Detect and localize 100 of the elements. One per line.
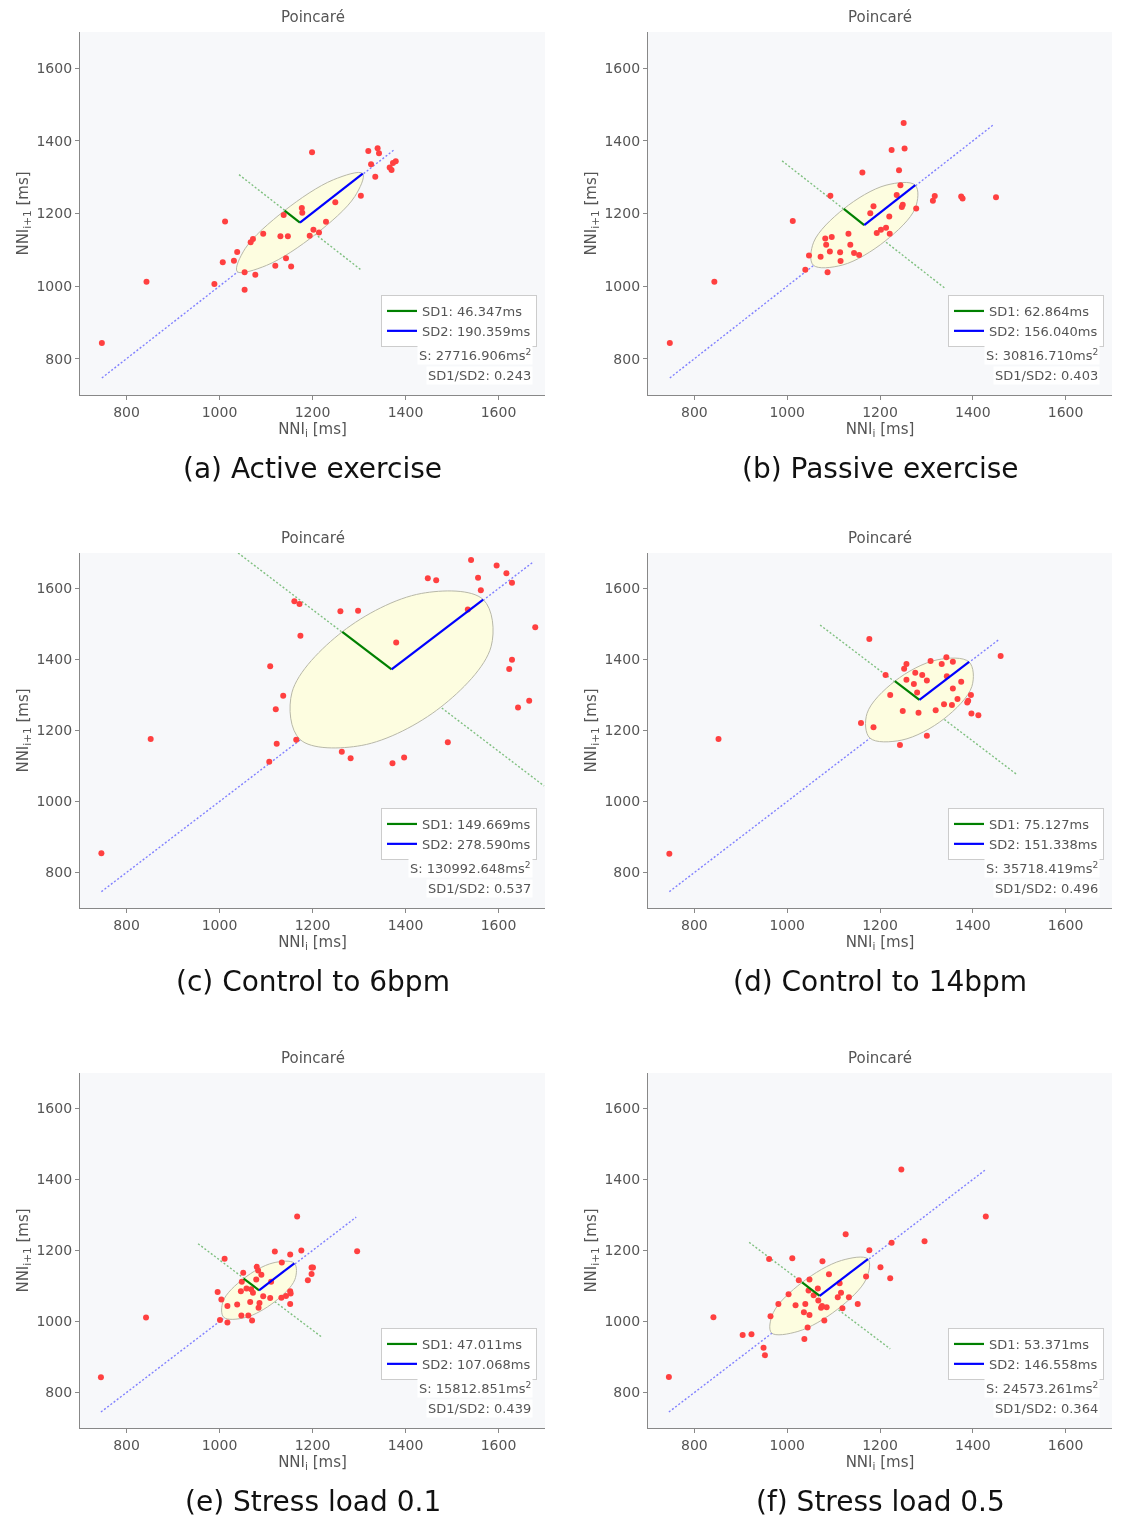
y-tick-label: 800 <box>613 1384 641 1401</box>
legend-label: SD2: 151.338ms <box>989 836 1098 852</box>
y-tick-label: 1000 <box>36 1313 73 1330</box>
text: (e) Stress load 0.1 <box>185 1485 442 1518</box>
y-tick-label: 800 <box>45 1384 73 1401</box>
y-tick-label: 1200 <box>604 722 641 739</box>
legend-label: SD2: 107.068ms <box>422 1356 531 1372</box>
x-tick-label: 1600 <box>480 1436 517 1453</box>
annotation: S: 35718.419ms$^{2}$ <box>986 860 1099 877</box>
annotation: S: 130992.648ms$^{2}$ <box>410 860 531 877</box>
annotation: S: 15812.851ms$^{2}$ <box>419 1380 532 1397</box>
x-tick-label: 1200 <box>294 403 331 420</box>
y-tick-label: 1200 <box>36 205 73 222</box>
x-tick-label: 800 <box>113 1436 140 1453</box>
legend-label: SD1: 53.371ms <box>989 1337 1090 1353</box>
x-tick-label: 1200 <box>294 1436 331 1453</box>
annotation: S: 27716.906ms$^{2}$ <box>419 347 532 364</box>
y-tick-label: 1600 <box>36 1100 73 1117</box>
annotation: SD1/SD2: 0.403 <box>995 368 1099 383</box>
legend-label: SD1: 149.669ms <box>422 817 531 833</box>
chart-title: Poincaré <box>281 529 345 547</box>
chart-title: Poincaré <box>848 8 912 26</box>
legend-label: SD1: 62.864ms <box>989 304 1090 320</box>
y-tick-label: 800 <box>613 350 641 367</box>
legend-label: SD2: 146.558ms <box>989 1356 1098 1372</box>
x-tick-label: 1600 <box>1047 403 1084 420</box>
legend-label: SD2: 278.590ms <box>422 836 531 852</box>
chart-title: Poincaré <box>281 1049 345 1067</box>
x-tick-label: 1000 <box>769 403 806 420</box>
x-tick-label: 1400 <box>387 916 424 933</box>
text: (d) Control to 14bpm <box>733 965 1028 998</box>
legend-label: SD1: 46.347ms <box>422 304 523 320</box>
annotation: SD1/SD2: 0.496 <box>995 881 1099 896</box>
text: (c) Control to 6bpm <box>176 965 450 998</box>
x-tick-label: 1000 <box>769 1436 806 1453</box>
chart-title: Poincaré <box>281 8 345 26</box>
annotation: SD1/SD2: 0.243 <box>428 368 532 383</box>
x-tick-label: 1400 <box>954 403 991 420</box>
x-tick-label: 1000 <box>201 1436 238 1453</box>
y-tick-label: 1600 <box>36 580 73 597</box>
y-tick-label: 800 <box>45 350 73 367</box>
chart-title: Poincaré <box>848 1049 912 1067</box>
y-tick-label: 1200 <box>604 1242 641 1259</box>
y-tick-label: 1400 <box>604 132 641 149</box>
y-tick-label: 1600 <box>604 1100 641 1117</box>
x-tick-label: 1600 <box>480 916 517 933</box>
x-tick-label: 1400 <box>387 403 424 420</box>
y-tick-label: 1000 <box>36 793 73 810</box>
text: (f) Stress load 0.5 <box>756 1485 1005 1518</box>
y-tick-label: 800 <box>613 864 641 881</box>
x-axis-title: NNI$_{i}$ [ms] <box>278 1452 347 1473</box>
annotation: S: 24573.261ms$^{2}$ <box>986 1380 1099 1397</box>
legend-label: SD1: 47.011ms <box>422 1337 523 1353</box>
y-tick-label: 800 <box>45 864 73 881</box>
y-tick-label: 1400 <box>36 1171 73 1188</box>
text: (b) Passive exercise <box>742 452 1019 485</box>
y-tick-label: 1400 <box>36 651 73 668</box>
x-axis-title: NNI$_{i}$ [ms] <box>845 419 915 440</box>
x-tick-label: 1200 <box>862 1436 898 1453</box>
x-tick-label: 1600 <box>1047 1436 1084 1453</box>
x-tick-label: 800 <box>113 916 140 933</box>
x-tick-label: 1400 <box>387 1436 424 1453</box>
x-tick-label: 1600 <box>480 403 517 420</box>
annotation: SD1/SD2: 0.364 <box>995 1401 1099 1416</box>
annotation: SD1/SD2: 0.537 <box>428 881 532 896</box>
y-tick-label: 1000 <box>604 793 641 810</box>
y-tick-label: 1200 <box>604 205 641 222</box>
x-tick-label: 800 <box>113 403 140 420</box>
y-tick-label: 1600 <box>604 60 641 77</box>
y-tick-label: 1200 <box>36 1242 73 1259</box>
x-tick-label: 1000 <box>201 916 238 933</box>
x-axis-title: NNI$_{i}$ [ms] <box>278 932 347 953</box>
y-tick-label: 1400 <box>604 651 641 668</box>
annotation: SD1/SD2: 0.439 <box>428 1401 532 1416</box>
x-tick-label: 1200 <box>294 916 331 933</box>
y-tick-label: 1000 <box>604 278 641 294</box>
y-tick-label: 1600 <box>604 580 641 597</box>
legend-label: SD2: 190.359ms <box>422 323 531 339</box>
x-axis-title: NNI$_{i}$ [ms] <box>845 1452 915 1473</box>
x-tick-label: 1600 <box>1047 916 1084 933</box>
y-tick-label: 1000 <box>36 278 73 294</box>
y-tick-label: 1600 <box>36 60 73 77</box>
text: (a) Active exercise <box>183 452 442 485</box>
y-tick-label: 1400 <box>604 1171 641 1188</box>
chart-title: Poincaré <box>848 529 912 547</box>
x-axis-title: NNI$_{i}$ [ms] <box>845 932 915 953</box>
x-tick-label: 1400 <box>954 1436 991 1453</box>
y-tick-label: 1200 <box>36 722 73 739</box>
legend-label: SD1: 75.127ms <box>989 817 1090 833</box>
x-tick-label: 1200 <box>862 916 898 933</box>
x-tick-label: 1400 <box>954 916 991 933</box>
x-tick-label: 800 <box>681 1436 708 1453</box>
x-tick-label: 1000 <box>769 916 806 933</box>
x-tick-label: 800 <box>681 916 708 933</box>
x-tick-label: 1200 <box>862 403 898 420</box>
x-tick-label: 1000 <box>201 403 238 420</box>
legend-label: SD2: 156.040ms <box>989 323 1098 339</box>
x-axis-title: NNI$_{i}$ [ms] <box>278 419 347 440</box>
y-tick-label: 1000 <box>604 1313 641 1330</box>
annotation: S: 30816.710ms$^{2}$ <box>986 347 1099 364</box>
